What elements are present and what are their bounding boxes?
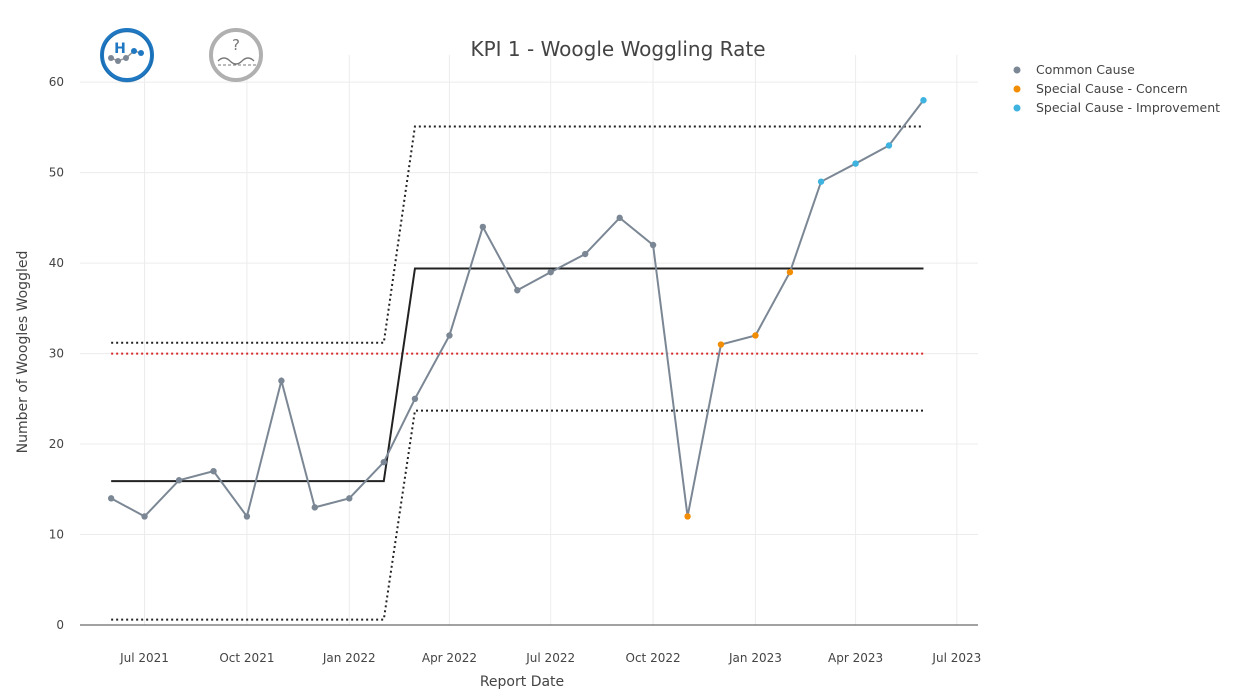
data-point [717, 341, 725, 348]
assurance-icon-letter: ? [232, 36, 240, 54]
legend-label: Common Cause [1036, 62, 1135, 77]
data-point [752, 332, 759, 339]
data-point [817, 178, 825, 185]
x-tick-label: Apr 2022 [422, 651, 477, 665]
y-tick-label: 40 [49, 256, 64, 270]
series [107, 97, 927, 520]
x-tick-label: Jul 2023 [931, 651, 981, 665]
data-point [346, 495, 353, 502]
data-point [107, 495, 115, 502]
x-axis-ticks: Jul 2021 Oct 2021 Jan 2022 Apr 2022 Jul 2022… [119, 651, 981, 665]
x-tick-label: Oct 2021 [219, 651, 274, 665]
mean-line [111, 267, 924, 483]
y-tick-label: 60 [49, 75, 64, 89]
grid [80, 55, 978, 625]
x-tick-label: Oct 2022 [626, 651, 681, 665]
data-point [411, 395, 419, 403]
data-point [920, 97, 927, 104]
legend-marker [1013, 104, 1021, 112]
control-limits [111, 125, 924, 621]
variation-high-improvement-icon: H [100, 28, 154, 83]
data-point [684, 513, 691, 520]
data-point [852, 160, 859, 167]
data-point [547, 268, 554, 276]
legend-marker [1013, 66, 1021, 74]
y-axis-ticks: 0 10 20 30 40 50 60 [49, 75, 64, 632]
x-tick-label: Jul 2022 [525, 651, 575, 665]
data-point [479, 223, 487, 231]
data-point [514, 287, 521, 294]
upper-control-limit [111, 125, 924, 344]
legend-label: Special Cause - Concern [1036, 81, 1188, 96]
y-tick-label: 20 [49, 437, 64, 451]
data-point [278, 377, 285, 384]
y-tick-label: 50 [49, 166, 64, 180]
data-point [380, 458, 387, 466]
x-tick-label: Jan 2022 [322, 651, 376, 665]
data-point [243, 513, 251, 520]
chart-title: KPI 1 - Woogle Woggling Rate [470, 37, 765, 61]
variation-icon-letter: H [114, 41, 126, 57]
x-tick-label: Jul 2021 [119, 651, 169, 665]
data-point [141, 513, 148, 520]
data-point [616, 214, 623, 222]
y-tick-label: 0 [56, 618, 64, 632]
legend-label: Special Cause - Improvement [1036, 100, 1220, 115]
data-point [786, 268, 794, 276]
data-point [311, 504, 318, 511]
legend: Common Cause Special Cause - Concern Speci… [1013, 62, 1220, 115]
assurance-unknown-icon: ? [209, 28, 263, 82]
y-tick-label: 30 [49, 347, 64, 361]
data-point [581, 250, 589, 258]
data-point [649, 241, 657, 249]
x-tick-label: Apr 2023 [828, 651, 883, 665]
x-axis-title: Report Date [480, 674, 564, 690]
y-axis-title: Number of Woogles Woggled [15, 251, 31, 454]
legend-marker [1013, 85, 1021, 93]
lower-control-limit [111, 409, 924, 621]
data-point [885, 142, 893, 149]
series-line [110, 99, 925, 519]
y-tick-label: 10 [49, 528, 64, 542]
data-point [175, 477, 183, 484]
data-point [210, 467, 217, 475]
x-tick-label: Jan 2023 [728, 651, 782, 665]
data-point [446, 332, 453, 339]
